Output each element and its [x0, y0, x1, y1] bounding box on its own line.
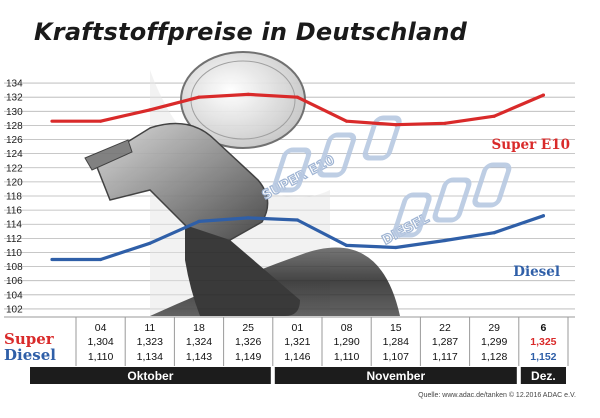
- data-point-super-e10: [394, 123, 398, 127]
- y-tick-label: 124: [6, 149, 23, 160]
- data-point-diesel: [197, 219, 201, 224]
- table-cell: 1,326: [235, 336, 261, 348]
- table-cell: 1,299: [481, 336, 507, 348]
- digit-8-b: [317, 132, 357, 178]
- table-cell: 1,134: [137, 351, 163, 363]
- fuel-nozzle-illustration: [84, 51, 400, 316]
- data-point-super-e10: [541, 93, 546, 97]
- nozzle-spout-illustration: [84, 139, 133, 171]
- data-point-super-e10: [246, 92, 250, 96]
- data-point-super-e10: [345, 119, 349, 123]
- y-tick-label: 104: [6, 290, 23, 301]
- data-point-super-e10: [148, 108, 152, 112]
- table-row-super: 1,304 1,323 1,324 1,326 1,321 1,290 1,284 1,287…: [87, 336, 556, 348]
- data-point-diesel: [492, 231, 496, 235]
- month-label: November: [366, 369, 425, 383]
- table-cell: 1,304: [87, 336, 113, 348]
- data-point-diesel: [99, 257, 103, 262]
- month-bars: Oktober November Dez.: [30, 367, 566, 384]
- month-label: Oktober: [127, 369, 173, 383]
- digit-8-d: [392, 192, 432, 238]
- y-tick-label: 114: [6, 220, 22, 231]
- table-row-diesel: 1,110 1,134 1,143 1,149 1,146 1,110 1,107 1,117…: [88, 351, 557, 363]
- month-label: Dez.: [531, 369, 556, 383]
- source-note: Quelle: www.adac.de/tanken © 12.2016 ADA…: [418, 391, 576, 399]
- y-tick-label: 120: [6, 177, 23, 188]
- y-tick-label: 118: [6, 192, 22, 203]
- table-cell: 1,323: [137, 336, 163, 348]
- digit-8-e: [432, 177, 472, 223]
- table-cell: 1,324: [186, 336, 212, 348]
- y-tick-label: 130: [6, 107, 23, 118]
- series-label-super-e10: Super E10: [492, 137, 570, 153]
- table-cell: 1,290: [333, 336, 359, 348]
- digit-8-a: [272, 147, 312, 193]
- column-header: 18: [193, 322, 205, 334]
- data-point-diesel: [443, 238, 447, 243]
- data-point-diesel: [345, 243, 349, 248]
- y-tick-label: 132: [6, 93, 23, 104]
- table-cell: 1,110: [334, 351, 360, 363]
- column-header: 22: [439, 322, 451, 334]
- nozzle-grip-illustration: [185, 225, 300, 316]
- column-header: 04: [95, 322, 107, 334]
- data-point-super-e10: [295, 95, 299, 99]
- table-cell: 1,107: [383, 351, 409, 363]
- y-tick-label: 106: [6, 276, 23, 287]
- y-tick-label: 128: [6, 121, 23, 132]
- data-point-diesel: [394, 245, 398, 250]
- series-layer: [50, 92, 546, 262]
- row-label-diesel: Diesel: [4, 346, 56, 364]
- column-header: 15: [390, 322, 402, 334]
- digit-8-f: [472, 162, 512, 208]
- table-cell: 1,152: [530, 351, 556, 363]
- y-tick-label: 134: [6, 79, 23, 90]
- month-bar: [274, 367, 517, 384]
- row-label-super: Super: [4, 330, 55, 348]
- column-header: 6: [540, 322, 546, 334]
- y-tick-label: 116: [6, 206, 22, 217]
- table-cell: 1,117: [432, 351, 458, 363]
- y-tick-label: 112: [6, 234, 22, 245]
- table-cell: 1,284: [383, 336, 409, 348]
- column-header: 11: [144, 322, 155, 334]
- y-tick-label: 126: [6, 135, 23, 146]
- table-cell: 1,110: [88, 351, 114, 363]
- data-point-super-e10: [99, 119, 103, 123]
- table-cell: 1,128: [481, 351, 507, 363]
- column-header: 29: [488, 322, 500, 334]
- digit-8-c: [362, 115, 402, 161]
- data-point-super-e10: [443, 121, 447, 125]
- y-axis-ticks: 134 132 130 128 126 124 122 120 118 116 114 112 110 1…: [6, 79, 23, 316]
- column-header: 01: [292, 322, 304, 334]
- column-header: 25: [242, 322, 254, 334]
- data-point-diesel: [541, 214, 546, 218]
- month-bar: [520, 367, 566, 384]
- table-cell: 1,321: [284, 336, 310, 348]
- table-cell: 1,149: [235, 351, 261, 363]
- data-point-super-e10: [492, 114, 496, 118]
- y-tick-label: 122: [6, 163, 23, 174]
- table-cell: 1,143: [186, 351, 212, 363]
- table-header-row: 04 11 18 25 01 08 15 22 29 6: [95, 322, 547, 334]
- series-label-diesel: Diesel: [513, 264, 560, 280]
- table-cell: 1,146: [284, 351, 310, 363]
- table-cell: 1,287: [432, 336, 458, 348]
- y-tick-label: 110: [6, 248, 22, 259]
- y-tick-label: 108: [6, 262, 23, 273]
- column-header: 08: [341, 322, 353, 334]
- month-bar: [30, 367, 271, 384]
- data-point-diesel: [246, 216, 250, 220]
- table-dividers: [75, 317, 569, 366]
- data-point-diesel: [148, 241, 152, 245]
- data-point-diesel: [295, 218, 299, 222]
- data-point-super-e10: [197, 95, 201, 99]
- table-cell: 1,325: [530, 336, 556, 348]
- chart-title: Kraftstoffpreise in Deutschland: [34, 18, 468, 46]
- y-tick-label: 102: [6, 304, 23, 315]
